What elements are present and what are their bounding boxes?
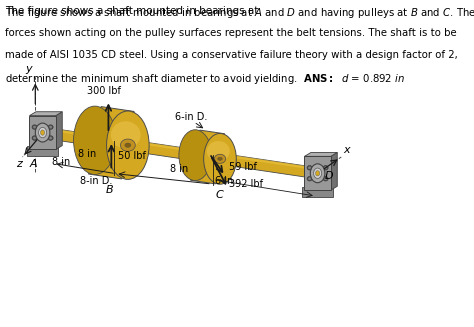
Polygon shape bbox=[304, 152, 337, 156]
Text: $C$: $C$ bbox=[215, 188, 225, 200]
Circle shape bbox=[323, 165, 328, 170]
Circle shape bbox=[48, 125, 53, 129]
Ellipse shape bbox=[35, 123, 50, 142]
Polygon shape bbox=[331, 152, 337, 190]
Circle shape bbox=[33, 126, 36, 129]
Text: 392 lbf: 392 lbf bbox=[229, 179, 263, 189]
FancyBboxPatch shape bbox=[304, 156, 331, 190]
Polygon shape bbox=[42, 127, 319, 179]
Ellipse shape bbox=[214, 154, 226, 164]
Polygon shape bbox=[89, 107, 134, 179]
Circle shape bbox=[49, 126, 52, 129]
Text: $x$: $x$ bbox=[343, 146, 352, 155]
Ellipse shape bbox=[38, 128, 46, 138]
Circle shape bbox=[324, 178, 327, 180]
Text: $B$: $B$ bbox=[105, 183, 114, 196]
Text: The figure shows a shaft mounted in bearings at: The figure shows a shaft mounted in bear… bbox=[5, 6, 262, 16]
Text: 8 in: 8 in bbox=[52, 157, 70, 167]
Polygon shape bbox=[43, 127, 319, 171]
Text: made of AISI 1035 CD steel. Using a conservative failure theory with a design fa: made of AISI 1035 CD steel. Using a cons… bbox=[5, 50, 458, 60]
Ellipse shape bbox=[316, 171, 319, 176]
FancyBboxPatch shape bbox=[302, 187, 333, 197]
Text: $D$: $D$ bbox=[324, 169, 334, 181]
Text: 6-in D.: 6-in D. bbox=[175, 112, 208, 122]
Text: 8 in: 8 in bbox=[78, 149, 97, 159]
Circle shape bbox=[32, 136, 37, 140]
Circle shape bbox=[48, 136, 53, 140]
Circle shape bbox=[308, 178, 311, 180]
Ellipse shape bbox=[73, 106, 116, 175]
Circle shape bbox=[307, 177, 312, 181]
Text: 59 lbf: 59 lbf bbox=[229, 162, 256, 172]
Ellipse shape bbox=[207, 141, 230, 161]
Circle shape bbox=[308, 166, 311, 169]
Ellipse shape bbox=[107, 111, 149, 180]
Text: 300 lbf: 300 lbf bbox=[87, 86, 121, 95]
Circle shape bbox=[324, 166, 327, 169]
Ellipse shape bbox=[120, 139, 135, 151]
Circle shape bbox=[32, 125, 37, 129]
Ellipse shape bbox=[310, 164, 325, 183]
Text: 6 in: 6 in bbox=[215, 176, 233, 186]
Text: $A$: $A$ bbox=[29, 157, 38, 169]
Text: The figure shows a shaft mounted in bearings at $A$ and $D$ and having pulleys a: The figure shows a shaft mounted in bear… bbox=[5, 6, 474, 20]
FancyBboxPatch shape bbox=[29, 116, 56, 149]
Text: $z$: $z$ bbox=[16, 159, 24, 169]
Ellipse shape bbox=[204, 133, 236, 184]
Ellipse shape bbox=[111, 121, 141, 148]
Ellipse shape bbox=[41, 130, 45, 135]
Ellipse shape bbox=[218, 157, 222, 161]
Polygon shape bbox=[29, 112, 62, 116]
Polygon shape bbox=[56, 112, 62, 149]
Text: forces shown acting on the pulley surfaces represent the belt tensions. The shaf: forces shown acting on the pulley surfac… bbox=[5, 28, 456, 38]
Ellipse shape bbox=[125, 143, 131, 147]
Ellipse shape bbox=[179, 130, 211, 181]
Polygon shape bbox=[191, 130, 225, 184]
Text: determine the minimum shaft diameter to avoid yielding.  $\bf{ANS:}$  $d$ = 0.89: determine the minimum shaft diameter to … bbox=[5, 72, 405, 86]
Text: 8 in: 8 in bbox=[170, 164, 189, 174]
Text: $y$: $y$ bbox=[25, 63, 34, 76]
FancyBboxPatch shape bbox=[27, 146, 58, 156]
Ellipse shape bbox=[314, 168, 321, 179]
Circle shape bbox=[33, 137, 36, 139]
Circle shape bbox=[307, 165, 312, 170]
Text: 50 lbf: 50 lbf bbox=[118, 151, 146, 161]
Circle shape bbox=[49, 137, 52, 139]
Text: 8-in D.: 8-in D. bbox=[80, 176, 112, 186]
Circle shape bbox=[323, 177, 328, 181]
